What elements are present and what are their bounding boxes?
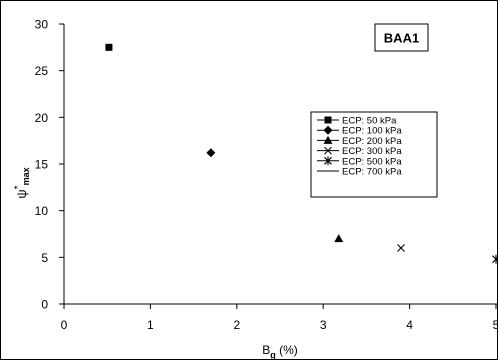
data-point-star [492,254,498,264]
x-label-main: B [262,343,270,357]
y-label-sub: max [21,167,31,185]
legend-label: ECP: 100 kPa [342,126,402,137]
legend-label: ECP: 500 kPa [342,156,402,167]
data-point-diamond [206,148,216,158]
y-label-sup: * [13,185,24,189]
x-tick-label: 5 [493,318,498,332]
data-points [105,43,498,264]
x-tick-label: 1 [147,318,154,332]
x-label-sub: g [270,350,276,360]
x-tick-label: 0 [61,318,68,332]
data-point-x [397,244,405,252]
legend-label: ECP: 200 kPa [342,136,402,147]
x-label-suffix: (%) [276,343,298,357]
legend-marker-triangle [323,135,333,144]
y-tick-label: 0 [41,298,48,312]
y-tick-label: 15 [35,158,49,172]
x-tick-label: 2 [233,318,240,332]
legend-marker-x [324,146,332,155]
chart-title-box: BAA1 [374,23,429,52]
y-tick-label: 25 [35,64,49,78]
legend-marker-diamond [323,125,333,135]
x-axis-label: Bg (%) [262,343,298,360]
data-point-triangle [334,234,344,243]
y-tick-label: 30 [35,18,49,32]
y-ticks: 0 5 10 15 20 25 30 [35,18,64,312]
legend-marker-square [324,116,332,124]
y-axis-label: ψ*max [13,167,31,198]
data-point-square [105,43,113,51]
x-ticks: 0 1 2 3 4 5 [61,304,498,332]
x-tick-label: 4 [406,318,413,332]
y-label-main: ψ [14,189,29,198]
legend-marker-star [324,156,332,166]
chart-title: BAA1 [384,31,419,46]
y-tick-label: 10 [35,204,49,218]
y-tick-label: 5 [41,251,48,265]
legend-label: ECP: 50 kPa [342,116,397,127]
legend-label: ECP: 300 kPa [342,146,402,157]
y-tick-label: 20 [35,111,49,125]
svg-text:ψ*max: ψ*max [13,167,31,198]
x-tick-label: 3 [320,318,327,332]
legend-label: ECP: 700 kPa [342,167,402,178]
